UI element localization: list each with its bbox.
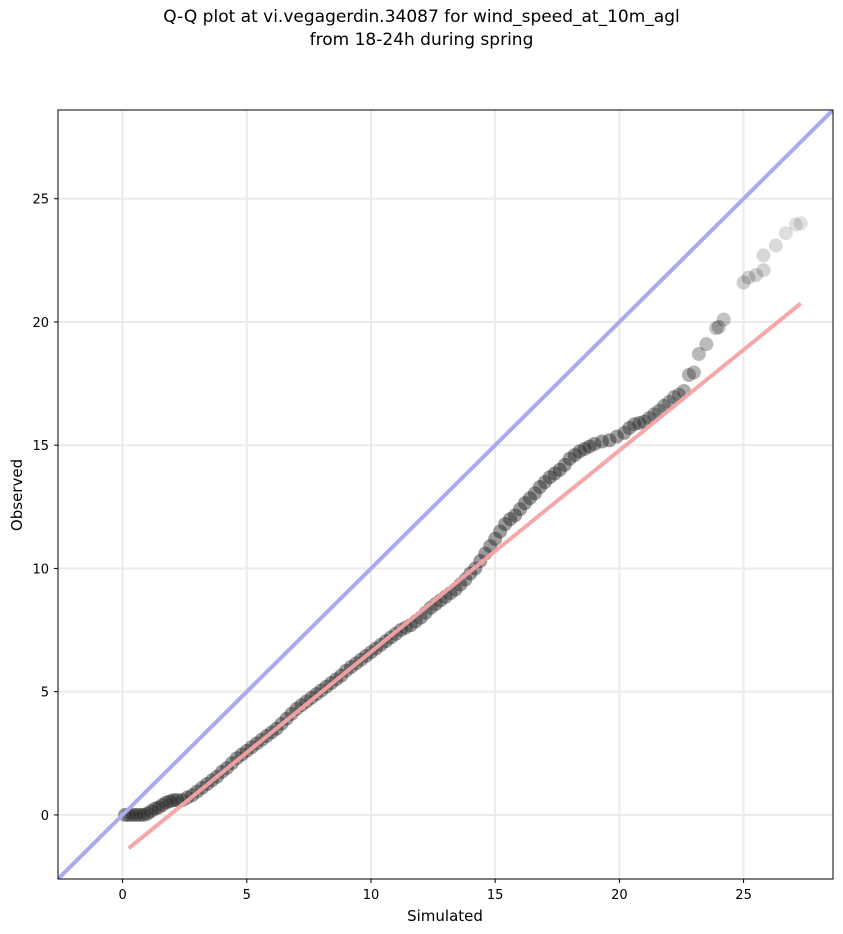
data-point: [736, 275, 751, 290]
data-point: [493, 524, 508, 539]
y-tick-label: 20: [32, 316, 49, 331]
data-point: [582, 439, 597, 454]
plot-frame: [57, 109, 834, 880]
data-point: [609, 429, 624, 444]
data-point: [756, 248, 771, 263]
fit-line: [127, 301, 802, 850]
y-axis-label: Observed: [8, 459, 26, 531]
data-point: [691, 347, 706, 362]
x-tick-label: 20: [611, 888, 628, 903]
data-point: [709, 321, 724, 336]
data-point: [741, 270, 756, 285]
data-point: [132, 807, 147, 822]
data-point: [166, 793, 181, 808]
x-tick-label: 15: [487, 888, 504, 903]
data-point: [622, 420, 637, 435]
data-point: [587, 436, 602, 451]
data-point: [627, 417, 642, 432]
x-tick-label: 10: [363, 888, 380, 903]
data-point: [498, 517, 513, 532]
data-point: [125, 807, 140, 822]
data-point: [602, 433, 617, 448]
axis-ticks: 0 5 10 15 20 25 0 5 10 15 20 25: [32, 193, 751, 903]
y-tick-label: 5: [41, 686, 49, 701]
data-point: [562, 451, 577, 466]
data-point: [289, 701, 304, 716]
data-point: [768, 238, 783, 253]
data-point: [594, 434, 609, 449]
data-point: [151, 800, 166, 815]
data-point: [699, 337, 714, 352]
data-point: [577, 441, 592, 456]
data-point: [793, 216, 808, 231]
x-tick-label: 0: [118, 888, 126, 903]
data-point: [136, 807, 151, 822]
data-point: [508, 508, 523, 523]
x-tick-label: 5: [243, 888, 251, 903]
y-tick-label: 10: [32, 562, 49, 577]
data-point: [632, 416, 647, 431]
data-point: [788, 217, 803, 232]
y-tick-label: 25: [32, 193, 49, 208]
data-points: [118, 216, 808, 822]
data-point: [483, 539, 498, 554]
chart-title: Q-Q plot at vi.vegagerdin.34087 for wind…: [0, 6, 843, 52]
data-point: [552, 462, 567, 477]
y-tick-label: 15: [32, 439, 49, 454]
data-point: [716, 312, 731, 327]
data-point: [557, 457, 572, 472]
data-point: [778, 226, 793, 241]
y-tick-label: 0: [41, 809, 49, 824]
data-point: [517, 496, 532, 511]
data-point: [140, 806, 155, 821]
data-point: [572, 444, 587, 459]
data-point: [527, 486, 542, 501]
data-point: [513, 502, 528, 517]
reference-lines: [58, 110, 833, 879]
x-tick-label: 25: [735, 888, 752, 903]
data-point: [522, 491, 537, 506]
data-point: [155, 798, 170, 813]
identity-line: [58, 110, 833, 879]
data-point: [748, 268, 763, 283]
data-point: [532, 480, 547, 495]
data-point: [159, 795, 174, 810]
data-point: [681, 367, 696, 382]
data-point: [547, 466, 562, 481]
data-point: [567, 448, 582, 463]
data-point: [537, 475, 552, 490]
x-axis-label: Simulated: [407, 907, 483, 925]
data-point: [756, 263, 771, 278]
chart-title-line-2: from 18-24h during spring: [309, 30, 534, 50]
data-point: [144, 804, 159, 819]
data-point: [162, 794, 177, 809]
data-point: [711, 319, 726, 334]
data-point: [488, 531, 503, 546]
data-point: [542, 470, 557, 485]
data-point: [503, 512, 518, 527]
data-point: [667, 390, 682, 405]
data-point: [129, 807, 144, 822]
chart-title-line-1: Q-Q plot at vi.vegagerdin.34087 for wind…: [163, 7, 680, 27]
data-point: [686, 365, 701, 380]
data-point: [147, 801, 162, 816]
data-point: [617, 425, 632, 440]
